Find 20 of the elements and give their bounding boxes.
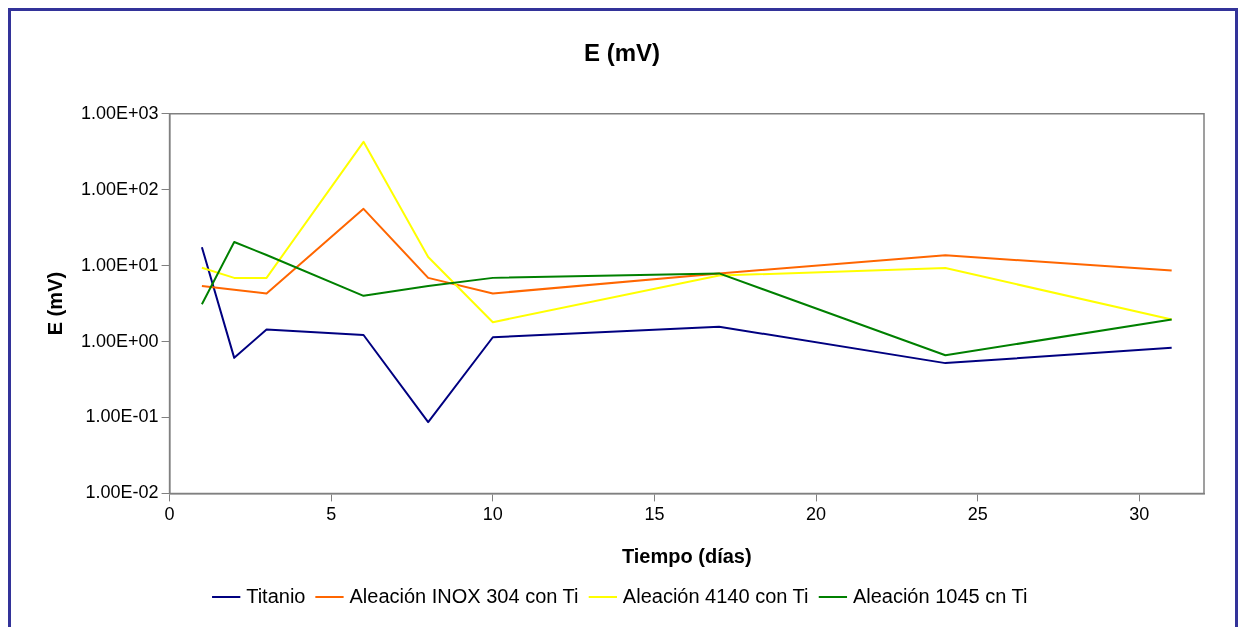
- legend-label: Aleación INOX 304 con Ti: [349, 584, 579, 607]
- legend-label: Aleación 4140 con Ti: [622, 584, 809, 607]
- y-tick-label: 1.00E-01: [85, 406, 159, 427]
- x-tick-label: 10: [482, 504, 503, 525]
- y-axis-title: E (mV): [43, 271, 66, 336]
- x-tick-label: 20: [806, 504, 827, 525]
- y-tick-label: 1.00E+02: [80, 178, 159, 199]
- y-tick-label: 1.00E-02: [85, 482, 159, 503]
- x-axis-title: Tiempo (días): [621, 544, 752, 567]
- chart-title: E (mV): [583, 39, 661, 67]
- x-tick-label: 30: [1129, 504, 1150, 525]
- legend-label: Titanio: [246, 584, 306, 607]
- legend-label: Aleación 1045 cn Ti: [852, 584, 1028, 607]
- x-tick-label: 0: [164, 504, 175, 525]
- x-tick-label: 15: [644, 504, 665, 525]
- x-tick-label: 5: [326, 504, 337, 525]
- x-tick-label: 25: [967, 504, 988, 525]
- y-tick-label: 1.00E+00: [80, 330, 159, 351]
- y-tick-label: 1.00E+01: [80, 254, 159, 275]
- y-tick-label: 1.00E+03: [80, 102, 159, 123]
